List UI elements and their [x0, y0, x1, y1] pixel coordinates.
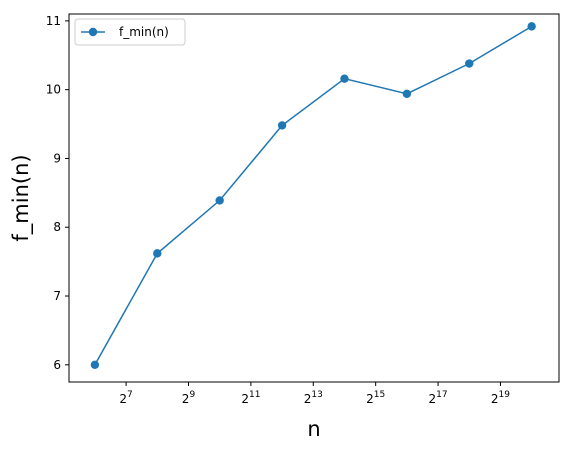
x-tick-label: 27: [119, 390, 132, 406]
x-tick-base: 2: [429, 392, 437, 406]
data-point: [340, 74, 349, 83]
x-tick-label: 29: [182, 390, 196, 406]
x-tick-exponent: 13: [311, 390, 322, 400]
data-point: [153, 249, 162, 258]
legend-label: f_min(n): [119, 25, 169, 39]
y-axis-ticks: 6 7 8 9 10 11: [46, 14, 69, 372]
x-tick-exponent: 9: [189, 390, 195, 400]
data-point: [527, 22, 536, 31]
y-tick-label: 10: [46, 83, 61, 97]
x-tick-label: 213: [304, 390, 323, 406]
x-tick-exponent: 17: [436, 390, 447, 400]
legend-marker-swatch: [88, 27, 98, 37]
data-point: [402, 89, 412, 98]
y-tick-label: 6: [53, 358, 61, 372]
x-tick-label: 217: [429, 390, 448, 406]
y-tick-label: 9: [53, 151, 61, 165]
x-tick-base: 2: [241, 392, 249, 406]
x-tick-base: 2: [491, 392, 499, 406]
legend-frame: [74, 18, 186, 46]
data-point: [277, 121, 287, 130]
plot-marks: [90, 22, 536, 370]
x-axis-title: n: [307, 417, 320, 441]
x-tick-exponent: 11: [249, 390, 260, 400]
series-line: [94, 25, 533, 366]
data-point: [90, 360, 100, 370]
x-tick-base: 2: [182, 392, 190, 406]
plot-frame: [68, 13, 560, 383]
y-tick-label: 8: [53, 220, 61, 234]
x-tick-label: 215: [366, 390, 385, 406]
y-tick-label: 11: [46, 14, 61, 28]
x-tick-exponent: 19: [499, 390, 511, 400]
x-tick-exponent: 7: [127, 390, 133, 400]
x-tick-label: 219: [491, 390, 510, 406]
x-tick-exponent: 15: [374, 390, 385, 400]
x-tick-base: 2: [366, 392, 374, 406]
data-point: [215, 196, 224, 205]
x-tick-base: 2: [119, 392, 127, 406]
x-tick-label: 211: [241, 390, 260, 406]
x-tick-base: 2: [304, 392, 312, 406]
data-point: [465, 59, 474, 68]
y-tick-label: 7: [53, 289, 61, 303]
x-axis-ticks: 27 29 211 213 215 217 219: [119, 382, 510, 406]
legend: f_min(n): [74, 18, 186, 46]
y-axis-title: f_min(n): [9, 154, 34, 241]
